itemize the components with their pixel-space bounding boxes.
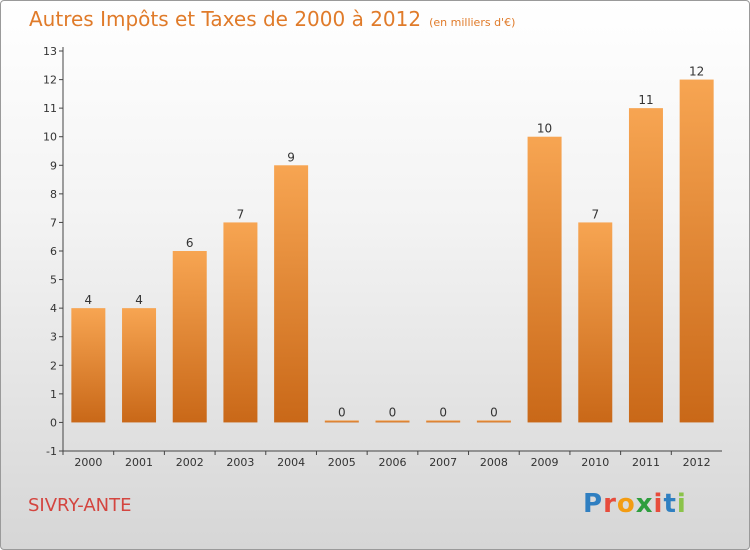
x-tick-label: 2008 [480,456,508,469]
x-tick-label: 2012 [683,456,711,469]
y-tick-label: 3 [50,331,57,344]
chart-header: Autres Impôts et Taxes de 2000 à 2012 (en… [29,7,515,31]
chart-subtitle: (en milliers d'€) [429,16,516,29]
logo-letter: x [635,489,654,519]
logo-letter: t [663,489,677,519]
y-tick-label: 8 [50,188,57,201]
data-label-2004: 9 [287,150,295,164]
y-tick-label: 4 [50,302,57,315]
y-tick-label: -1 [46,445,57,458]
chart-bars [71,79,714,423]
bar-2010 [578,222,613,423]
logo-letter: r [603,489,617,519]
x-tick-label: 2004 [277,456,305,469]
data-label-2012: 12 [689,65,704,79]
logo-letter: o [616,489,636,519]
x-tick-label: 2001 [125,456,153,469]
x-tick-label: 2003 [226,456,254,469]
x-tick-label: 2002 [176,456,204,469]
y-tick-label: 9 [50,159,57,172]
x-tick-label: 2005 [328,456,356,469]
bar-2001 [122,308,157,423]
data-label-2009: 10 [537,122,552,136]
data-label-2011: 11 [638,93,653,107]
bar-2005 [324,420,359,423]
data-label-2003: 7 [237,207,245,221]
data-label-2001: 4 [135,293,143,307]
logo-letter: i [653,489,664,519]
bar-2009 [527,136,562,423]
y-tick-label: 5 [50,274,57,287]
y-tick-label: 13 [43,45,57,58]
data-label-2005: 0 [338,405,346,419]
bar-2002 [172,251,207,423]
bar-2011 [628,108,663,423]
data-label-2006: 0 [389,405,397,419]
bar-2000 [71,308,106,423]
chart-title: Autres Impôts et Taxes de 2000 à 2012 [29,7,422,31]
chart-data-labels: 4 4 6 7 9 0 0 0 0 10 7 11 12 [85,65,705,420]
bar-2012 [679,79,714,423]
y-tick-label: 1 [50,388,57,401]
x-tick-label: 2009 [531,456,559,469]
bar-2008 [476,420,511,423]
logo-letter: i [676,489,687,519]
x-tick-label: 2010 [581,456,609,469]
y-tick-label: 11 [43,102,57,115]
bar-2007 [426,420,461,423]
data-label-2000: 4 [85,293,93,307]
bar-2006 [375,420,410,423]
data-label-2007: 0 [439,405,447,419]
y-tick-label: 2 [50,359,57,372]
x-tick-label: 2011 [632,456,660,469]
town-name: SIVRY-ANTE [28,495,132,516]
bar-2003 [223,222,258,423]
bar-2004 [274,165,309,423]
logo-letter: P [583,489,604,519]
x-tick-label: 2007 [429,456,457,469]
y-tick-label: 12 [43,74,57,87]
y-tick-label: 7 [50,216,57,229]
proxiti-logo: Proxiti [583,489,687,519]
y-tick-label: 10 [43,131,57,144]
data-label-2010: 7 [591,207,599,221]
x-tick-label: 2000 [74,456,102,469]
y-tick-label: 6 [50,245,57,258]
data-label-2002: 6 [186,236,194,250]
x-tick-label: 2006 [379,456,407,469]
data-label-2008: 0 [490,405,498,419]
y-tick-label: 0 [50,416,57,429]
